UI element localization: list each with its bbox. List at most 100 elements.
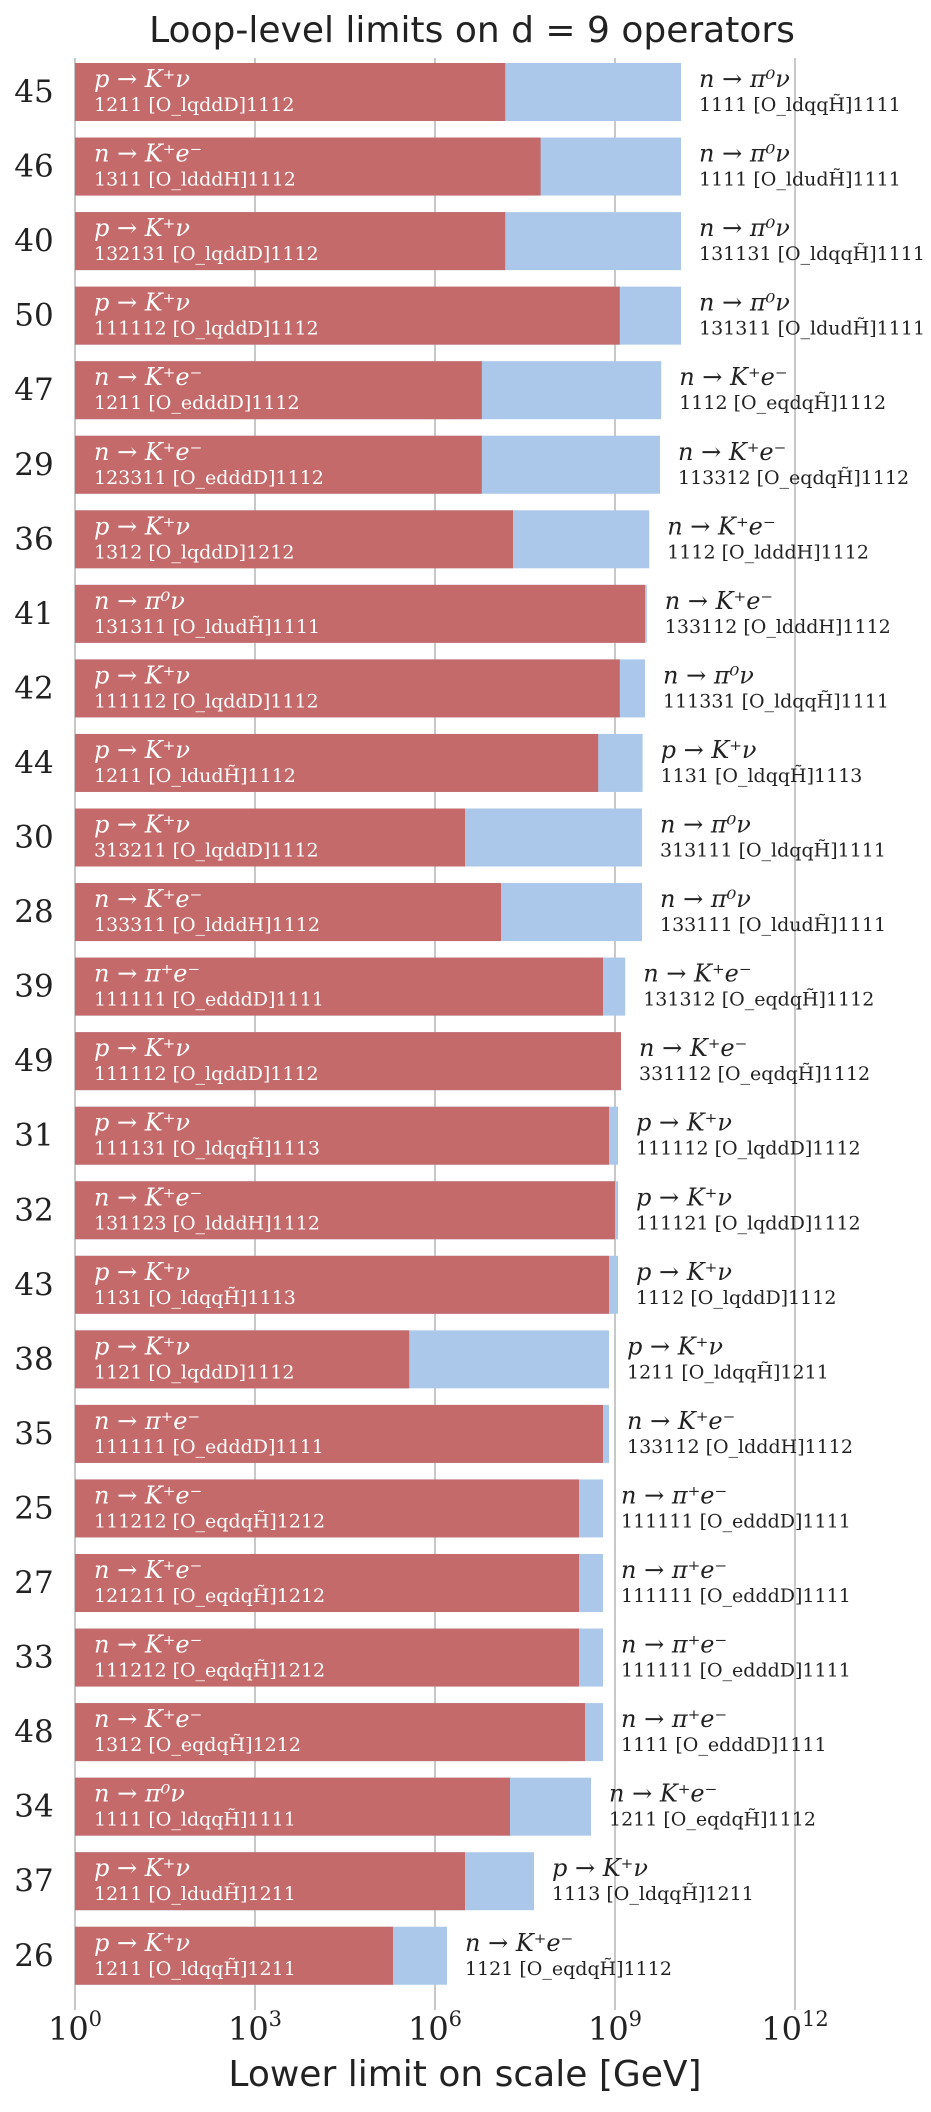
bar-operator-label: 1211 [O_ldudH̃]1211: [94, 1883, 296, 1905]
row-id-label: 31: [14, 1118, 53, 1154]
outer-process-label: n → K⁺e⁻: [667, 512, 775, 540]
bar-operator-label: 111111 [O_edddD]1111: [94, 1436, 324, 1458]
bar-operator-label: 132131 [O_lqddD]1112: [94, 243, 319, 265]
outer-operator-label: 113312 [O_eqdqH̃]1112: [678, 466, 909, 488]
bar-process-label: n → K⁺e⁻: [94, 438, 202, 466]
outer-operator-label: 331112 [O_eqdqH̃]1112: [639, 1063, 870, 1085]
row-id-label: 28: [14, 894, 53, 930]
outer-operator-label: 111111 [O_edddD]1111: [621, 1585, 851, 1607]
row-id-label: 45: [14, 74, 53, 110]
x-tick-label: 100: [48, 2007, 102, 2048]
bar-red: [75, 1852, 465, 1911]
bar-operator-label: 1121 [O_lqddD]1112: [94, 1361, 294, 1383]
bar-process-label: n → K⁺e⁻: [94, 1705, 202, 1733]
outer-process-label: n → K⁺e⁻: [643, 960, 751, 988]
row-id-label: 27: [14, 1565, 53, 1601]
outer-operator-label: 1211 [O_eqdqH̃]1112: [609, 1808, 816, 1830]
bar-process-label: n → K⁺e⁻: [94, 1556, 202, 1584]
outer-operator-label: 131131 [O_ldqqH̃]1111: [699, 243, 925, 265]
outer-process-label: n → π⁺e⁻: [621, 1631, 727, 1659]
bar-process-label: n → K⁺e⁻: [94, 140, 202, 168]
bar-process-label: p → K⁺ν: [94, 289, 190, 317]
row-id-label: 50: [14, 298, 53, 334]
bar-operator-label: 111111 [O_edddD]1111: [94, 989, 324, 1011]
outer-process-label: n → π⁰ν: [663, 661, 754, 689]
bar-process-label: p → K⁺ν: [94, 661, 190, 689]
outer-process-label: n → K⁺e⁻: [627, 1407, 735, 1435]
bar-operator-label: 111112 [O_lqddD]1112: [94, 690, 319, 712]
row-id-label: 30: [14, 820, 53, 856]
bar-process-label: n → π⁰ν: [94, 1780, 185, 1808]
outer-process-label: n → π⁺e⁻: [621, 1481, 727, 1509]
outer-operator-label: 111111 [O_edddD]1111: [621, 1660, 851, 1682]
bar-row: 32 n → K⁺e⁻131123 [O_ldddH]1112 p → K⁺ν111…: [14, 1181, 861, 1240]
outer-operator-label: 1111 [O_ldqqH̃]1111: [699, 94, 901, 116]
bar-red: [75, 659, 620, 718]
bar-operator-label: 1312 [O_lqddD]1212: [94, 541, 294, 563]
bar-operator-label: 313211 [O_lqddD]1112: [94, 840, 319, 862]
bar-red: [75, 1330, 410, 1389]
outer-operator-label: 313111 [O_ldqqH̃]1111: [660, 839, 886, 861]
bar-operator-label: 111212 [O_eqdqH̃]1212: [94, 1659, 325, 1681]
bar-red: [75, 1032, 621, 1091]
bar-red: [75, 1479, 579, 1538]
bar-operator-label: 121211 [O_eqdqH̃]1212: [94, 1585, 325, 1607]
row-id-label: 46: [14, 149, 53, 185]
bar-operator-label: 111212 [O_eqdqH̃]1212: [94, 1510, 325, 1532]
bar-operator-label: 1111 [O_ldqqH̃]1111: [94, 1808, 296, 1830]
bar-process-label: p → K⁺ν: [94, 1854, 190, 1882]
outer-process-label: n → π⁺e⁻: [621, 1556, 727, 1584]
bar-process-label: n → K⁺e⁻: [94, 1183, 202, 1211]
bar-operator-label: 1211 [O_ldqqH̃]1211: [94, 1957, 296, 1979]
outer-process-label: n → π⁰ν: [699, 214, 790, 242]
row-id-label: 43: [14, 1267, 53, 1303]
bar-process-label: n → K⁺e⁻: [94, 1481, 202, 1509]
bar-red: [75, 435, 482, 494]
outer-process-label: p → K⁺ν: [552, 1854, 648, 1882]
bar-operator-label: 1211 [O_lqddD]1112: [94, 94, 294, 116]
bar-red: [75, 1926, 393, 1985]
row-id-label: 35: [14, 1416, 53, 1452]
outer-operator-label: 133111 [O_ldudH̃]1111: [660, 914, 886, 936]
bar-red: [75, 510, 513, 569]
row-id-label: 37: [14, 1863, 53, 1899]
outer-operator-label: 131311 [O_ldudH̃]1111: [699, 317, 925, 339]
bar-red: [75, 1703, 585, 1762]
outer-process-label: n → K⁺e⁻: [639, 1034, 747, 1062]
bar-operator-label: 131311 [O_ldudH̃]1111: [94, 615, 320, 637]
outer-operator-label: 1121 [O_eqdqH̃]1112: [465, 1957, 672, 1979]
bar-red: [75, 584, 645, 643]
bar-process-label: p → K⁺ν: [94, 512, 190, 540]
bar-row: 48 n → K⁺e⁻1312 [O_eqdqH̃]1212 n → π⁺e⁻111…: [14, 1703, 827, 1762]
outer-process-label: n → π⁰ν: [660, 885, 751, 913]
bar-red: [75, 286, 620, 345]
outer-process-label: n → π⁰ν: [699, 289, 790, 317]
outer-operator-label: 133112 [O_ldddH]1112: [627, 1436, 853, 1458]
bar-process-label: n → K⁺e⁻: [94, 363, 202, 391]
bar-process-label: n → π⁺e⁻: [94, 1407, 200, 1435]
outer-operator-label: 1111 [O_edddD]1111: [621, 1734, 827, 1756]
x-tick-label: 109: [588, 2007, 642, 2048]
bar-operator-label: 131123 [O_ldddH]1112: [94, 1212, 320, 1234]
bar-process-label: n → π⁰ν: [94, 587, 185, 615]
outer-process-label: n → K⁺e⁻: [679, 363, 787, 391]
row-id-label: 48: [14, 1714, 53, 1750]
row-id-label: 36: [14, 521, 53, 557]
bar-red: [75, 1554, 579, 1612]
outer-operator-label: 131312 [O_eqdqH̃]1112: [643, 988, 874, 1010]
outer-operator-label: 111331 [O_ldqqH̃]1111: [663, 690, 889, 712]
bar-process-label: p → K⁺ν: [94, 736, 190, 764]
chart-title: Loop-level limits on d = 9 operators: [149, 10, 795, 51]
bar-red: [75, 883, 501, 942]
